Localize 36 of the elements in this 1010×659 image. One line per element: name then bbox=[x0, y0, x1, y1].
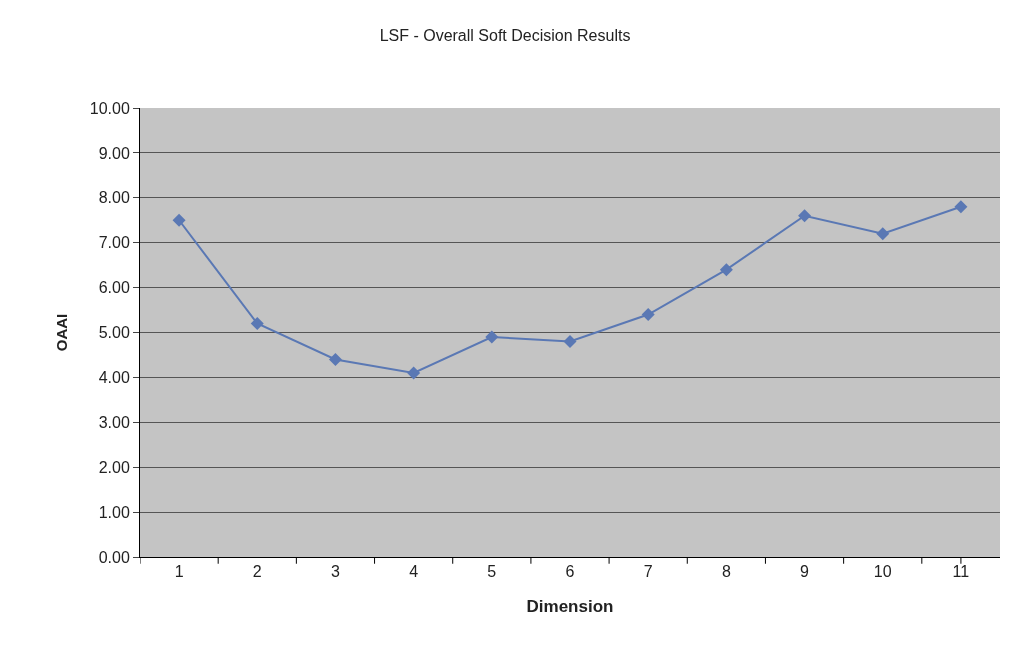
x-tick-label: 1 bbox=[174, 563, 184, 581]
point bbox=[954, 200, 968, 214]
point bbox=[407, 366, 421, 380]
point bbox=[485, 330, 499, 344]
point bbox=[172, 213, 186, 227]
y-tick-label: 3.00 bbox=[98, 413, 130, 431]
point bbox=[250, 317, 264, 331]
y-tick-label: 0.00 bbox=[98, 548, 130, 566]
x-tick-label: 7 bbox=[643, 563, 653, 581]
y-tick-label: 6.00 bbox=[98, 279, 130, 297]
x-tick-label: 2 bbox=[252, 563, 262, 581]
x-tick-label: 9 bbox=[800, 563, 810, 581]
y-tick-label: 1.00 bbox=[98, 503, 130, 521]
y-axis-title: OAAI bbox=[53, 313, 70, 352]
y-tick-label: 9.00 bbox=[98, 144, 130, 162]
point bbox=[641, 308, 655, 322]
x-tick-label: 3 bbox=[331, 563, 340, 581]
x-tick-label: 5 bbox=[487, 563, 497, 581]
chart-title: LSF - Overall Soft Decision Results bbox=[379, 26, 631, 44]
point bbox=[719, 263, 733, 277]
point bbox=[328, 352, 342, 366]
y-tick-label: 7.00 bbox=[98, 234, 130, 252]
x-tick-label: 8 bbox=[721, 563, 731, 581]
point bbox=[798, 209, 812, 223]
x-tick-label: 11 bbox=[952, 563, 970, 581]
point bbox=[876, 227, 890, 241]
point bbox=[563, 334, 577, 348]
y-tick-label: 5.00 bbox=[98, 324, 130, 342]
y-tick-label: 4.00 bbox=[98, 369, 130, 386]
x-tick-label: 4 bbox=[409, 563, 419, 581]
y-tick-label: 8.00 bbox=[98, 189, 130, 207]
y-tick-label: 10.00 bbox=[89, 99, 130, 117]
x-tick-label: 10 bbox=[873, 563, 892, 581]
x-tick-label: 6 bbox=[565, 563, 575, 581]
x-axis-title: Dimension bbox=[526, 596, 614, 616]
y-tick-label: 2.00 bbox=[98, 458, 130, 476]
